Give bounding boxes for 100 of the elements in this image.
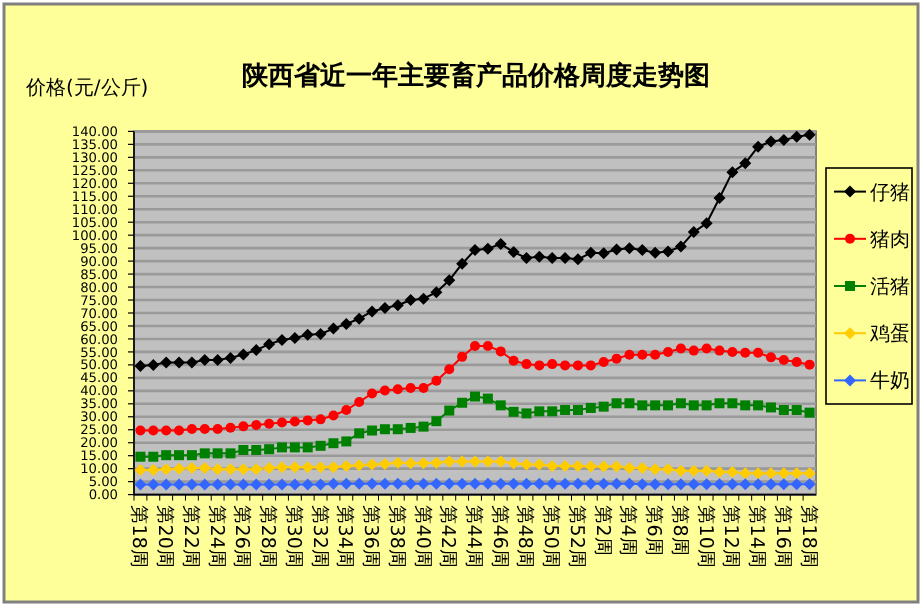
x-tick-label: 第42周 [436, 504, 461, 569]
point [404, 477, 417, 490]
point [404, 457, 417, 470]
point [237, 463, 250, 476]
point [649, 478, 662, 491]
point [791, 357, 802, 368]
point [675, 343, 686, 354]
x-tick-label: 第48周 [513, 504, 538, 569]
point [135, 451, 146, 462]
point [623, 477, 636, 490]
point [764, 478, 777, 491]
point [354, 396, 365, 407]
point [700, 464, 713, 477]
point [687, 226, 700, 239]
point [624, 398, 635, 409]
point [173, 356, 186, 369]
point [520, 477, 533, 490]
point [753, 347, 764, 358]
point [391, 477, 404, 490]
x-tick-label: 第12周 [719, 504, 744, 569]
point [378, 477, 391, 490]
point [534, 406, 545, 417]
point [610, 477, 623, 490]
point [778, 405, 789, 416]
point [366, 458, 379, 471]
point [726, 466, 739, 479]
point [598, 357, 609, 368]
point [495, 346, 506, 357]
point [275, 333, 288, 346]
point [508, 406, 519, 417]
point [481, 455, 494, 468]
point [650, 349, 661, 360]
point [649, 246, 662, 259]
point [147, 478, 160, 491]
point [238, 444, 249, 455]
point [584, 246, 597, 259]
point [520, 458, 533, 471]
point [790, 130, 803, 143]
point [547, 406, 558, 417]
point [174, 450, 185, 461]
point [354, 428, 365, 439]
point [341, 436, 352, 447]
point [392, 424, 403, 435]
point [521, 408, 532, 419]
point [701, 343, 712, 354]
point [481, 477, 494, 490]
point [559, 252, 572, 264]
point [134, 463, 147, 476]
point [547, 359, 558, 370]
point [417, 477, 430, 490]
point [727, 346, 738, 357]
point [610, 243, 623, 256]
point [366, 477, 379, 490]
point [135, 425, 146, 436]
x-tick-label: 第4周 [616, 504, 641, 557]
point [637, 349, 648, 360]
point [340, 317, 353, 330]
point [520, 252, 533, 264]
point [173, 478, 186, 491]
legend-label: 仔猪 [870, 180, 910, 205]
point [224, 478, 237, 491]
legend-label: 猪肉 [870, 227, 910, 252]
point [250, 478, 263, 491]
x-tick-label: 第46周 [487, 504, 512, 569]
point [764, 467, 777, 480]
legend-label: 牛奶 [870, 369, 910, 394]
point [790, 467, 803, 480]
point [379, 385, 390, 396]
point [314, 478, 327, 491]
point [378, 302, 391, 315]
point [764, 135, 777, 148]
point [457, 351, 468, 362]
point [752, 478, 765, 491]
point [636, 243, 649, 256]
point [674, 240, 687, 253]
x-tick-label: 第44周 [462, 504, 486, 569]
point [507, 246, 520, 259]
point [314, 328, 327, 341]
point [198, 353, 211, 366]
point [674, 464, 687, 477]
point [584, 460, 597, 473]
point [148, 425, 159, 436]
x-tick-label: 第34周 [333, 504, 358, 569]
point [391, 299, 404, 312]
point [301, 478, 314, 491]
point [675, 398, 686, 409]
point [714, 345, 725, 356]
point [314, 461, 327, 474]
x-tick-label: 第2周 [590, 504, 615, 557]
x-tick-label: 第18周 [127, 504, 152, 569]
point [701, 400, 712, 411]
point [559, 477, 572, 490]
point [174, 425, 185, 436]
point [161, 450, 172, 461]
point [662, 245, 675, 258]
point [198, 478, 211, 491]
point [237, 478, 250, 491]
point [650, 400, 661, 411]
point [469, 243, 481, 256]
point [470, 340, 480, 351]
